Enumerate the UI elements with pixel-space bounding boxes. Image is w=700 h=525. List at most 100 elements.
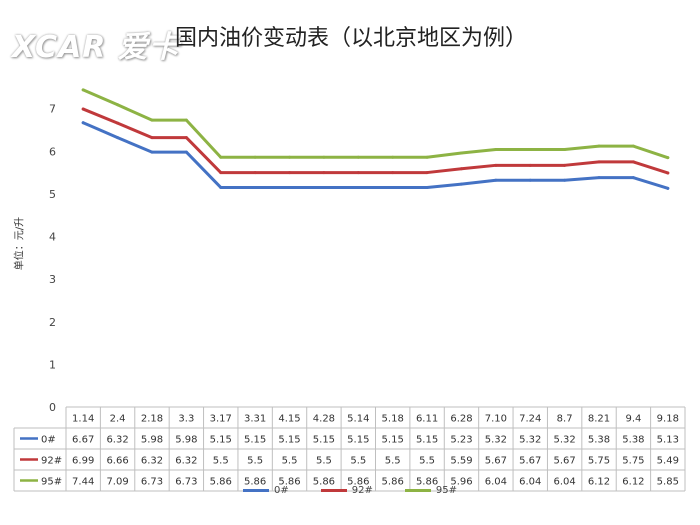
table-cell-value: 5.86 xyxy=(244,477,266,488)
table-cell-value: 5.15 xyxy=(382,435,404,446)
table-cell-value: 7.44 xyxy=(72,477,94,488)
table-cell-value: 6.32 xyxy=(141,456,163,467)
table-cell-value: 5.5 xyxy=(385,456,401,467)
data-point xyxy=(459,151,463,155)
series-line-0# xyxy=(81,121,670,190)
x-tick-label: 7.24 xyxy=(519,414,541,425)
data-point xyxy=(391,171,395,175)
data-point xyxy=(597,176,601,180)
table-cell-value: 5.13 xyxy=(657,435,679,446)
data-point xyxy=(81,88,85,92)
table-cell-value: 5.86 xyxy=(416,477,438,488)
table-cell-value: 5.38 xyxy=(622,435,644,446)
table-cell-value: 5.67 xyxy=(519,456,541,467)
data-point xyxy=(219,171,223,175)
series-line-92# xyxy=(81,107,670,175)
data-point xyxy=(288,185,292,189)
data-point xyxy=(322,185,326,189)
series-line-95# xyxy=(81,88,670,160)
y-tick-label: 6 xyxy=(49,145,56,158)
data-point xyxy=(391,185,395,189)
x-tick-label: 6.28 xyxy=(450,414,472,425)
table-cell-value: 6.67 xyxy=(72,435,94,446)
data-point xyxy=(563,163,567,167)
x-tick-label: 5.14 xyxy=(347,414,369,425)
table-cell-value: 6.32 xyxy=(175,456,197,467)
table-cell-value: 6.12 xyxy=(622,477,644,488)
data-point xyxy=(81,121,85,125)
table-cell-value: 6.32 xyxy=(106,435,128,446)
data-point xyxy=(356,155,360,159)
data-point xyxy=(322,155,326,159)
data-point xyxy=(253,155,257,159)
table-cell-value: 5.98 xyxy=(141,435,163,446)
x-tick-label: 4.15 xyxy=(278,414,300,425)
table-cell-value: 5.98 xyxy=(175,435,197,446)
data-point xyxy=(288,155,292,159)
table-cell-value: 6.73 xyxy=(141,477,163,488)
table-series-label: 95# xyxy=(41,477,62,488)
x-tick-label: 9.18 xyxy=(657,414,679,425)
legend-item: 92# xyxy=(320,485,373,496)
table-cell-value: 5.85 xyxy=(657,477,679,488)
table-cell-value: 5.23 xyxy=(450,435,472,446)
data-point xyxy=(288,171,292,175)
table-series-label: 0# xyxy=(41,435,56,446)
table-cell-value: 6.66 xyxy=(106,456,128,467)
table-cell-value: 5.5 xyxy=(282,456,298,467)
x-tick-label: 9.4 xyxy=(625,414,641,425)
data-point xyxy=(494,148,498,152)
table-cell-value: 5.5 xyxy=(213,456,229,467)
xcar-logo: XCAR 爱卡 xyxy=(12,30,180,65)
table-cell-value: 5.59 xyxy=(450,456,472,467)
table-cell-value: 5.67 xyxy=(554,456,576,467)
legend-item: 0# xyxy=(243,485,289,496)
table-cell-value: 5.32 xyxy=(519,435,541,446)
x-tick-label: 6.11 xyxy=(416,414,438,425)
data-point xyxy=(666,156,670,160)
data-point xyxy=(666,171,670,175)
table-cell-value: 5.96 xyxy=(450,477,472,488)
table-cell-value: 5.15 xyxy=(210,435,232,446)
data-point xyxy=(150,150,154,154)
table-cell-value: 5.75 xyxy=(588,456,610,467)
y-tick-label: 5 xyxy=(49,188,56,201)
table-series-label: 92# xyxy=(41,456,62,467)
table-cell-value: 5.15 xyxy=(313,435,335,446)
data-point xyxy=(253,185,257,189)
table-cell-value: 5.86 xyxy=(347,477,369,488)
data-point xyxy=(391,155,395,159)
table-cell-value: 5.38 xyxy=(588,435,610,446)
table-cell-value: 5.15 xyxy=(244,435,266,446)
data-point xyxy=(356,171,360,175)
data-point xyxy=(116,121,120,125)
x-tick-label: 3.17 xyxy=(210,414,232,425)
legend-swatch xyxy=(404,488,431,492)
data-point xyxy=(528,148,532,152)
data-point xyxy=(528,163,532,167)
x-tick-label: 8.7 xyxy=(557,414,573,425)
data-point xyxy=(322,171,326,175)
legend: 0# 92# 95# xyxy=(0,485,700,497)
data-point xyxy=(631,144,635,148)
table-cell-value: 5.86 xyxy=(210,477,232,488)
table-cell-value: 5.67 xyxy=(485,456,507,467)
y-tick-label: 2 xyxy=(49,316,56,329)
data-point xyxy=(184,118,188,122)
legend-label: 0# xyxy=(274,485,289,496)
data-point xyxy=(219,155,223,159)
table-cell-value: 5.86 xyxy=(382,477,404,488)
data-point xyxy=(528,178,532,182)
y-tick-label: 4 xyxy=(49,231,56,244)
table-cell-value: 5.86 xyxy=(313,477,335,488)
data-point xyxy=(253,171,257,175)
data-point xyxy=(459,167,463,171)
table-cell-value: 6.99 xyxy=(72,456,94,467)
x-tick-label: 7.10 xyxy=(485,414,507,425)
data-point xyxy=(631,160,635,164)
table-cell-value: 5.15 xyxy=(278,435,300,446)
legend-swatch xyxy=(243,488,270,492)
data-point xyxy=(425,185,429,189)
